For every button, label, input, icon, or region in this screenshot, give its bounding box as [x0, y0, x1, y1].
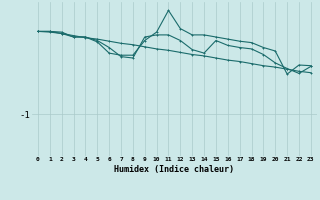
X-axis label: Humidex (Indice chaleur): Humidex (Indice chaleur) [115, 165, 234, 174]
